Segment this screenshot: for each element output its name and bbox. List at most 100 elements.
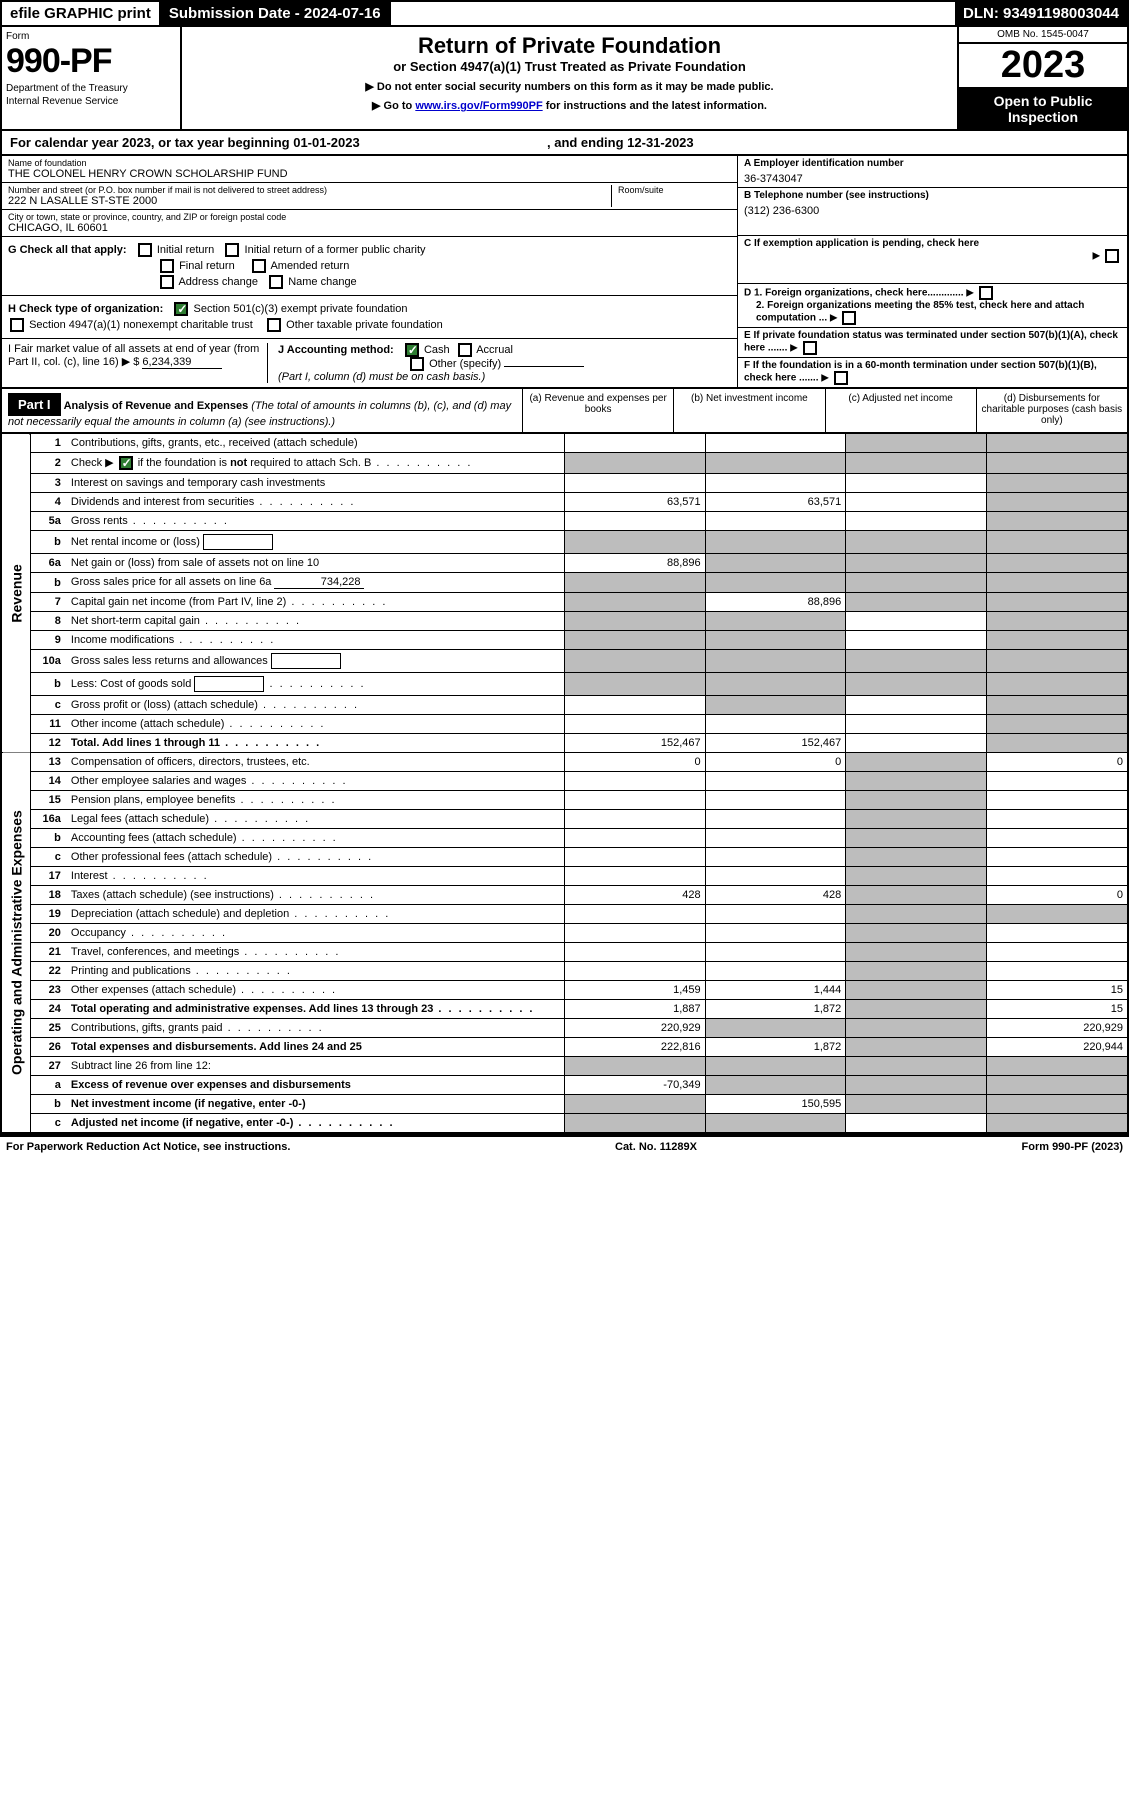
checkbox-d1[interactable] [979,286,993,300]
amt-cell [564,943,705,962]
amt-cell-grey [846,673,987,696]
j-other: Other (specify) [429,358,501,370]
amt-cell-grey [986,1057,1127,1076]
amt-cell [564,962,705,981]
efile-print-label[interactable]: efile GRAPHIC print [2,2,161,25]
checkbox-schb[interactable] [119,456,133,470]
line-num: c [30,848,67,867]
col-c-header: (c) Adjusted net income [825,389,976,432]
checkbox-name-change[interactable] [269,275,283,289]
amt-cell-grey [705,1114,846,1133]
f-cell: F If the foundation is in a 60-month ter… [738,358,1127,387]
checkbox-initial-return[interactable] [138,243,152,257]
lines-table: Revenue1Contributions, gifts, grants, et… [2,434,1127,1133]
line-desc: Travel, conferences, and meetings [67,943,565,962]
d1-label: D 1. Foreign organizations, check here..… [744,288,964,299]
ein-cell: A Employer identification number 36-3743… [738,156,1127,188]
line-num: b [30,531,67,554]
checkbox-other-taxable[interactable] [267,318,281,332]
checkbox-other-method[interactable] [410,357,424,371]
line-desc: Net rental income or (loss) [67,531,565,554]
amt-cell: 152,467 [564,734,705,753]
ein-label: A Employer identification number [744,158,904,169]
checkbox-accrual[interactable] [458,343,472,357]
amt-cell [564,791,705,810]
line-desc: Subtract line 26 from line 12: [67,1057,565,1076]
line-num: a [30,1076,67,1095]
line-desc: Occupancy [67,924,565,943]
amt-cell-grey [846,531,987,554]
amt-cell-grey [705,673,846,696]
line-row: 6aNet gain or (loss) from sale of assets… [2,554,1127,573]
amt-cell [846,696,987,715]
line-row: 27Subtract line 26 from line 12: [2,1057,1127,1076]
line-num: 21 [30,943,67,962]
checkbox-amended[interactable] [252,259,266,273]
phone-cell: B Telephone number (see instructions) (3… [738,188,1127,236]
checkbox-final-return[interactable] [160,259,174,273]
line-desc: Contributions, gifts, grants paid [67,1019,565,1038]
checkbox-cash[interactable] [405,343,419,357]
line-row: bNet investment income (if negative, ent… [2,1095,1127,1114]
side-expenses: Operating and Administrative Expenses [2,753,30,1133]
amt-cell [846,734,987,753]
amt-cell: 220,929 [564,1019,705,1038]
amt-cell [705,791,846,810]
amt-cell: 63,571 [564,493,705,512]
checkbox-initial-former[interactable] [225,243,239,257]
line-num: 14 [30,772,67,791]
section-g: G Check all that apply: Initial return I… [2,237,737,296]
footer-right: Form 990-PF (2023) [1022,1141,1124,1153]
line-desc: Capital gain net income (from Part IV, l… [67,593,565,612]
amt-cell [705,474,846,493]
line-row: cAdjusted net income (if negative, enter… [2,1114,1127,1133]
amt-cell-grey [846,848,987,867]
amt-cell [705,962,846,981]
amt-cell: 1,872 [705,1000,846,1019]
line-num: 10a [30,650,67,673]
line-row: 22Printing and publications [2,962,1127,981]
line-num: 16a [30,810,67,829]
amt-cell: 220,929 [986,1019,1127,1038]
line-desc: Contributions, gifts, grants, etc., rece… [67,434,565,453]
line-desc: Net gain or (loss) from sale of assets n… [67,554,565,573]
line-row: 15Pension plans, employee benefits [2,791,1127,810]
amt-cell: 222,816 [564,1038,705,1057]
amt-cell-grey [846,905,987,924]
amt-cell: -70,349 [564,1076,705,1095]
line-row: 20Occupancy [2,924,1127,943]
checkbox-501c3[interactable] [174,302,188,316]
amt-cell [705,867,846,886]
e-label: E If private foundation status was termi… [744,330,1118,354]
checkbox-e[interactable] [803,341,817,355]
form-header: Form 990-PF Department of the Treasury I… [0,27,1129,131]
amt-cell-grey [986,715,1127,734]
checkbox-address-change[interactable] [160,275,174,289]
line-row: bGross sales price for all assets on lin… [2,573,1127,593]
amt-cell: 1,459 [564,981,705,1000]
page-footer: For Paperwork Reduction Act Notice, see … [0,1135,1129,1157]
part-1: Part I Analysis of Revenue and Expenses … [0,389,1129,1135]
form-title: Return of Private Foundation [192,33,947,59]
amt-cell: 1,887 [564,1000,705,1019]
phone-value: (312) 236-6300 [744,201,1121,217]
amt-cell [986,962,1127,981]
checkbox-4947a1[interactable] [10,318,24,332]
e-cell: E If private foundation status was termi… [738,328,1127,358]
amt-cell: 88,896 [705,593,846,612]
j-other-input[interactable] [504,366,584,367]
form990pf-link[interactable]: www.irs.gov/Form990PF [415,100,542,112]
amt-cell-grey [986,673,1127,696]
amt-cell: 1,872 [705,1038,846,1057]
amt-cell: 63,571 [705,493,846,512]
info-left: Name of foundation THE COLONEL HENRY CRO… [2,156,737,387]
amt-cell-grey [986,512,1127,531]
line-row: 17Interest [2,867,1127,886]
line-row: 10aGross sales less returns and allowanc… [2,650,1127,673]
omb-number: OMB No. 1545-0047 [959,27,1127,44]
checkbox-c[interactable] [1105,249,1119,263]
checkbox-d2[interactable] [842,311,856,325]
amt-cell-grey [846,753,987,772]
line-desc: Total expenses and disbursements. Add li… [67,1038,565,1057]
checkbox-f[interactable] [834,371,848,385]
